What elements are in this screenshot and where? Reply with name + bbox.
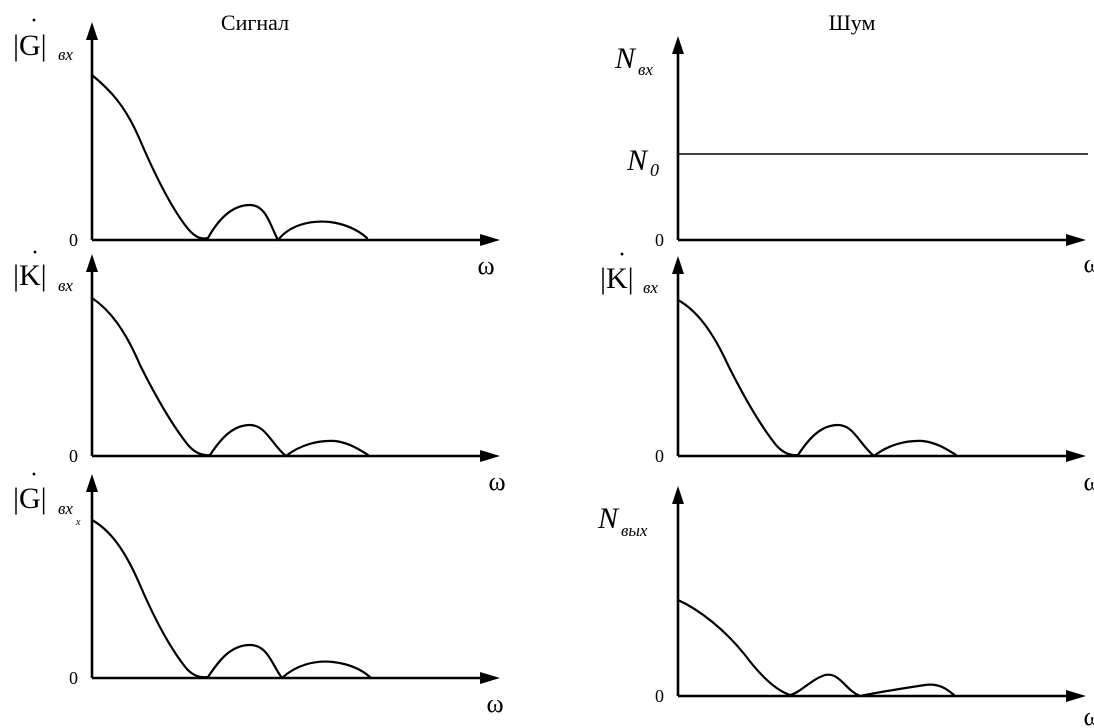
level-label-sub: 0: [650, 160, 659, 180]
x-axis-arrow: [480, 450, 500, 462]
noise-output-panel: 0 ω N вых: [597, 486, 1094, 728]
omega-label: ω: [1083, 467, 1094, 496]
dot-mark: ·: [30, 8, 38, 34]
x-axis-arrow: [480, 234, 500, 246]
dot-mark: ·: [30, 462, 38, 488]
y-axis-arrow: [86, 254, 98, 272]
signal-input-curve: [90, 73, 369, 242]
right-column-title: Шум: [829, 10, 876, 35]
y-axis-arrow: [86, 22, 98, 40]
noise-filter-panel: 0 ω |K| · вх: [600, 242, 1094, 496]
omega-label: ω: [1083, 702, 1094, 728]
y-label-main: |K|: [600, 262, 634, 295]
level-label-main: N: [626, 144, 649, 177]
y-label-main: |G|: [13, 482, 47, 515]
signal-output-panel: 0 ω |G| · вх х: [13, 462, 504, 718]
omega-label: ω: [486, 689, 503, 718]
y-label-main: N: [614, 42, 637, 75]
omega-label: ω: [477, 251, 494, 280]
zero-label: 0: [69, 668, 78, 688]
zero-label: 0: [655, 446, 664, 466]
y-label-sub-small: х: [75, 517, 81, 528]
y-axis-arrow: [672, 486, 684, 504]
y-label-sub: вх: [58, 499, 73, 518]
x-axis-arrow: [1066, 690, 1086, 702]
signal-filter-panel: 0 ω |K| · вх: [13, 240, 506, 496]
y-label-main: N: [597, 502, 620, 535]
signal-input-panel: 0 ω |G| · вх: [13, 8, 500, 280]
x-axis-arrow: [1066, 234, 1086, 246]
filter-response-curve: [90, 296, 370, 458]
noise-input-panel: 0 ω N вх N 0: [614, 36, 1094, 278]
y-label-sub: вх: [638, 60, 653, 79]
zero-label: 0: [655, 686, 664, 706]
y-label-sub: вх: [643, 278, 658, 297]
y-axis-arrow: [672, 36, 684, 54]
dot-mark: ·: [618, 242, 626, 268]
y-axis-arrow: [672, 256, 684, 274]
omega-label: ω: [1083, 249, 1094, 278]
y-label-main: |K|: [13, 259, 47, 292]
y-label-sub: вх: [58, 45, 73, 64]
x-axis-arrow: [480, 672, 500, 684]
y-label-sub: вх: [58, 276, 73, 295]
left-column-title: Сигнал: [221, 10, 289, 35]
y-label-main: |G|: [13, 29, 47, 62]
zero-label: 0: [69, 230, 78, 250]
zero-label: 0: [69, 446, 78, 466]
noise-output-curve: [676, 598, 956, 698]
signal-output-curve: [90, 518, 372, 680]
dot-mark: ·: [31, 240, 39, 266]
y-axis-arrow: [86, 474, 98, 492]
omega-label: ω: [488, 467, 505, 496]
x-axis-arrow: [1066, 450, 1086, 462]
zero-label: 0: [655, 230, 664, 250]
filter-response-curve: [676, 298, 958, 458]
y-label-sub: вых: [621, 521, 648, 540]
